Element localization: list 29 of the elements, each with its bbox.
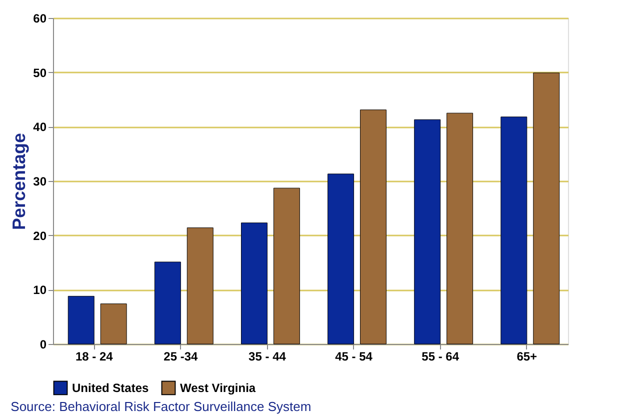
bar xyxy=(68,296,94,344)
bar xyxy=(241,222,268,344)
bar xyxy=(186,227,214,344)
y-tick-label: 20 xyxy=(33,228,47,243)
legend-label: West Virginia xyxy=(180,380,256,395)
x-tick-label: 18 - 24 xyxy=(75,350,114,364)
bar xyxy=(273,188,300,344)
bar xyxy=(446,112,474,344)
bar xyxy=(414,119,441,344)
bar xyxy=(500,116,528,344)
y-tick-label: 50 xyxy=(33,66,47,80)
bar xyxy=(533,72,560,344)
legend-label: United States xyxy=(72,380,150,395)
bar xyxy=(328,174,354,344)
x-tick-label: 35 - 44 xyxy=(248,350,286,364)
y-axis-title: Percentage xyxy=(9,132,30,230)
y-tick-label: 60 xyxy=(33,12,47,26)
source-note: Source: Behavioral Risk Factor Surveillance System xyxy=(10,399,312,414)
x-tick-label: 45 - 54 xyxy=(335,350,373,364)
x-tick-label: 25 -34 xyxy=(164,350,198,364)
y-tick-label: 40 xyxy=(33,120,47,134)
y-tick-label: 0 xyxy=(40,338,47,352)
bar xyxy=(100,304,127,344)
y-tick-label: 30 xyxy=(33,174,47,188)
bar xyxy=(360,110,386,344)
x-tick-label: 65+ xyxy=(516,350,538,364)
y-tick-label: 10 xyxy=(33,283,47,298)
x-tick-label: 55 - 64 xyxy=(422,350,460,364)
bar xyxy=(154,262,181,344)
